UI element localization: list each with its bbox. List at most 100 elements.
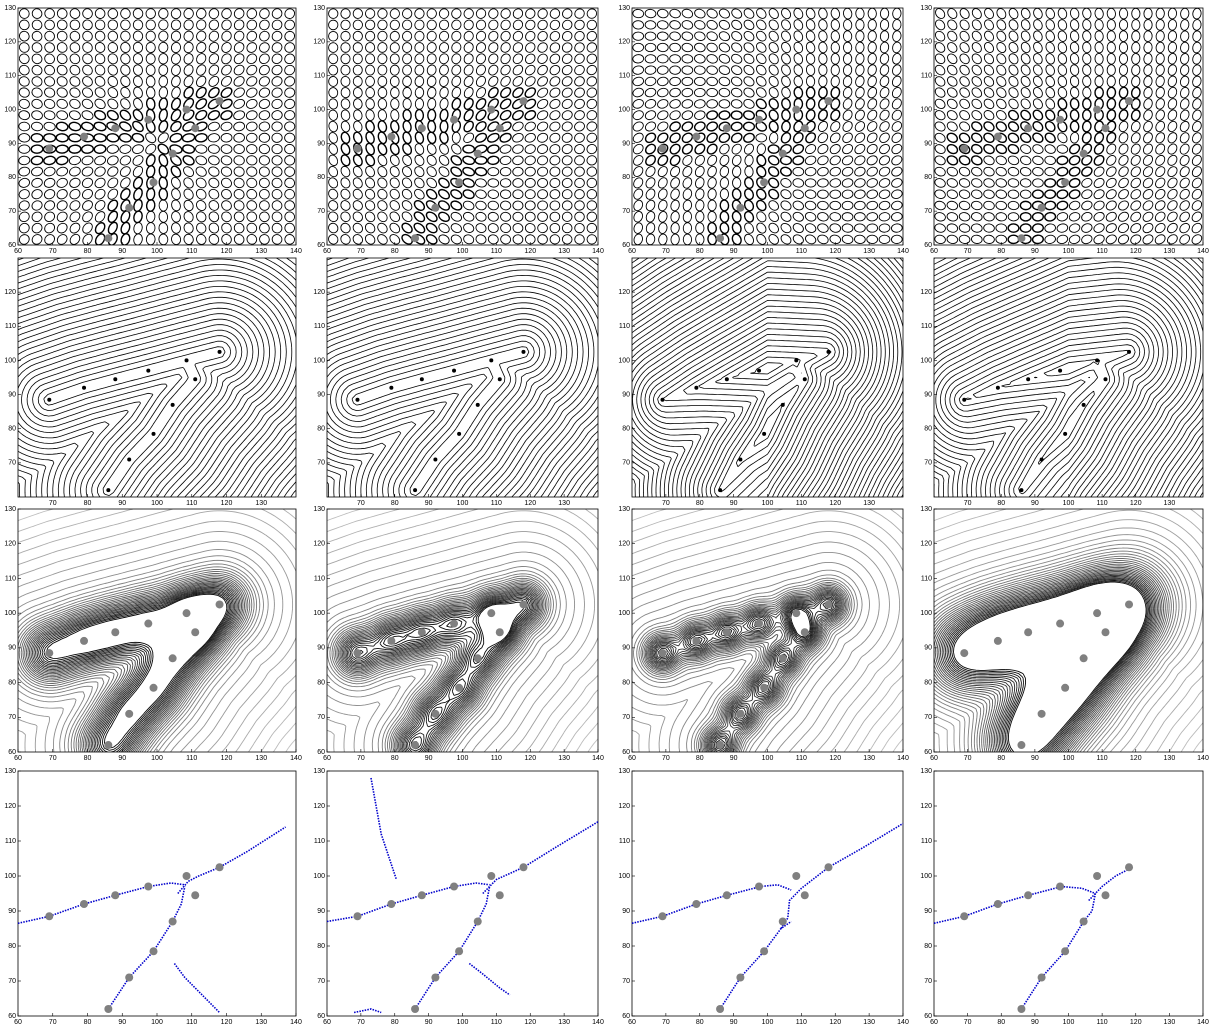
- glyph: [971, 212, 983, 222]
- glyph: [195, 7, 207, 20]
- glyph: [843, 53, 852, 64]
- glyph: [93, 121, 107, 132]
- glyph: [513, 178, 524, 187]
- glyph: [207, 41, 220, 55]
- y-tick-label: 90: [924, 645, 932, 652]
- data-point: [1040, 457, 1044, 461]
- glyph: [170, 187, 182, 200]
- x-tick-label: 140: [897, 248, 909, 255]
- glyph: [232, 210, 246, 224]
- glyph: [1117, 165, 1130, 178]
- glyph: [933, 86, 947, 99]
- glyph: [403, 109, 412, 121]
- glyph: [573, 7, 586, 20]
- glyph: [866, 177, 879, 188]
- glyph: [683, 222, 692, 233]
- glyph: [1094, 42, 1103, 54]
- glyph: [586, 200, 597, 210]
- glyph: [487, 222, 499, 233]
- glyph: [756, 133, 767, 142]
- glyph: [878, 108, 891, 122]
- glyph: [1179, 120, 1191, 133]
- glyph: [55, 233, 69, 247]
- y-tick-label: 80: [622, 943, 630, 950]
- glyph: [693, 31, 706, 42]
- glyph: [865, 143, 879, 156]
- glyph: [55, 75, 69, 88]
- glyph: [376, 233, 390, 247]
- glyph: [792, 189, 805, 200]
- glyph: [585, 30, 598, 43]
- glyph: [283, 86, 296, 98]
- glyph: [30, 177, 43, 189]
- panel: 6070809010011012013014060708090100110120…: [4, 506, 302, 762]
- glyph: [353, 98, 363, 110]
- glyph: [158, 153, 169, 167]
- glyph: [1044, 201, 1056, 210]
- glyph: [768, 120, 780, 133]
- x-tick-label: 140: [290, 755, 302, 762]
- glyph: [365, 42, 375, 52]
- glyph: [43, 18, 57, 32]
- glyph: [585, 63, 598, 76]
- contour-line: [649, 590, 843, 752]
- glyph: [742, 86, 756, 99]
- x-tick-label: 90: [425, 248, 433, 255]
- glyph: [341, 65, 351, 76]
- glyph: [1167, 75, 1178, 87]
- glyph: [767, 210, 781, 224]
- glyph: [779, 188, 793, 201]
- contour-line: [934, 295, 1177, 497]
- glyph: [891, 235, 902, 244]
- glyph: [645, 9, 657, 19]
- y-tick-label: 110: [619, 838, 630, 845]
- glyph: [327, 233, 340, 246]
- glyph: [462, 120, 475, 134]
- x-tick-label: 80: [997, 248, 1005, 255]
- x-tick-label: 70: [662, 500, 670, 507]
- glyph: [245, 221, 259, 235]
- glyph: [644, 142, 658, 155]
- glyph: [365, 76, 374, 87]
- data-point: [355, 398, 359, 402]
- glyph: [389, 19, 400, 30]
- glyph: [487, 211, 499, 222]
- glyph: [500, 179, 511, 188]
- glyph: [525, 201, 535, 210]
- glyph: [841, 108, 854, 122]
- data-point: [183, 609, 191, 617]
- data-point: [1056, 883, 1064, 891]
- glyph: [755, 29, 768, 43]
- data-point: [1061, 947, 1069, 955]
- glyph: [68, 29, 82, 43]
- glyph: [158, 53, 168, 64]
- glyph: [854, 75, 865, 88]
- data-point: [171, 403, 175, 407]
- glyph: [970, 177, 983, 188]
- glyph: [500, 234, 512, 245]
- x-tick-label: 80: [696, 1019, 704, 1026]
- glyph: [1044, 223, 1056, 233]
- glyph: [17, 18, 31, 32]
- x-tick-label: 130: [863, 248, 875, 255]
- glyph: [842, 86, 853, 99]
- glyph: [194, 176, 208, 190]
- y-tick-label: 120: [618, 289, 630, 296]
- x-tick-label: 60: [14, 248, 22, 255]
- glyph: [207, 63, 220, 77]
- glyph: [718, 64, 731, 75]
- glyph: [780, 131, 793, 145]
- glyph: [804, 143, 818, 156]
- glyph: [68, 18, 81, 32]
- glyph: [585, 52, 598, 65]
- data-point: [757, 369, 761, 373]
- glyph: [437, 233, 451, 246]
- glyph: [1070, 132, 1080, 144]
- glyph: [220, 41, 233, 55]
- ridge-line: [720, 922, 791, 1010]
- glyph: [106, 97, 120, 111]
- glyph: [854, 97, 866, 110]
- ridge-line: [178, 827, 286, 894]
- glyph: [81, 155, 94, 166]
- glyph: [68, 52, 82, 66]
